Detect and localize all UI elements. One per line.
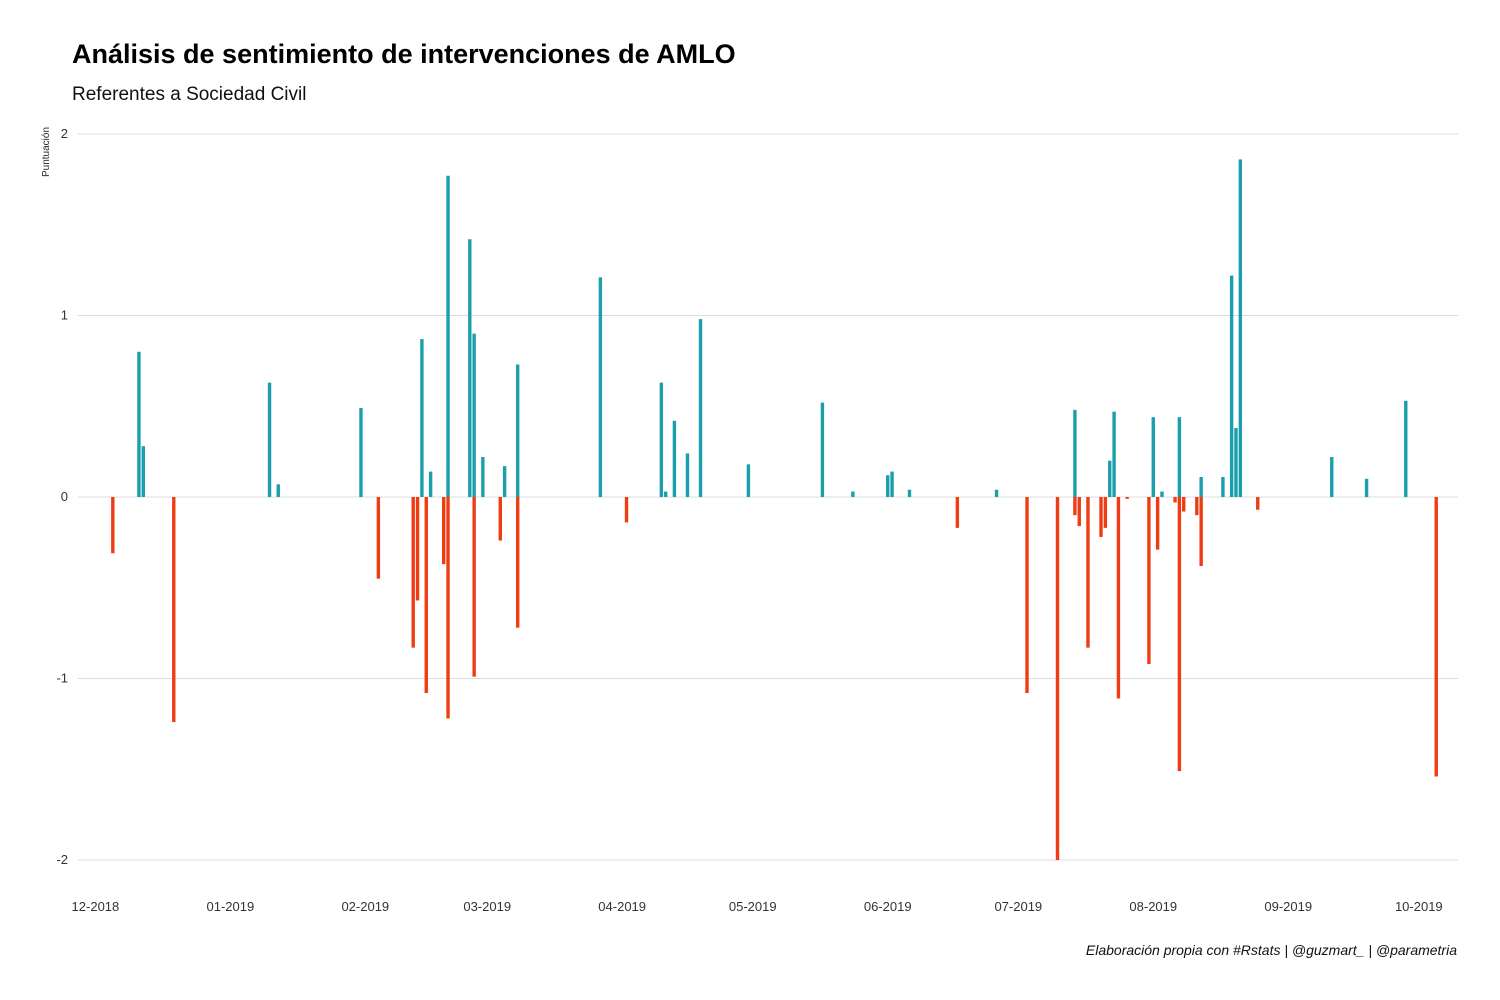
bar-positive	[1160, 491, 1164, 497]
bar-negative	[1077, 497, 1081, 527]
bar-positive	[267, 382, 272, 497]
bar-positive	[276, 484, 280, 497]
bar-positive	[746, 464, 751, 497]
bar-negative	[424, 497, 428, 694]
bar-positive	[1330, 457, 1334, 497]
bar-positive	[1238, 159, 1243, 497]
bar-negative	[1073, 497, 1077, 516]
bar-positive	[851, 491, 855, 497]
bar-negative	[624, 497, 629, 523]
bar-negative	[1195, 497, 1199, 516]
y-tick-label: -2	[56, 852, 68, 867]
y-tick-label: -1	[56, 671, 68, 686]
bar-positive	[468, 239, 472, 497]
bar-negative	[1434, 497, 1438, 777]
bar-negative	[411, 497, 415, 648]
bar-positive	[1177, 417, 1182, 497]
bar-negative	[1055, 497, 1060, 860]
bar-negative	[955, 497, 960, 528]
x-tick-label: 12-2018	[72, 899, 120, 914]
bar-negative	[415, 497, 420, 601]
bar-positive	[1404, 400, 1408, 497]
bar-negative	[515, 497, 520, 628]
y-axis-ticks: 2 1 0 -1 -2	[56, 126, 68, 867]
x-tick-label: 06-2019	[864, 899, 912, 914]
x-tick-label: 07-2019	[994, 899, 1042, 914]
bar-negative	[441, 497, 446, 565]
x-tick-label: 02-2019	[341, 899, 389, 914]
bar-positive	[698, 319, 703, 497]
bar-positive	[890, 471, 894, 497]
bar-positive	[1221, 477, 1225, 497]
x-tick-label: 09-2019	[1264, 899, 1312, 914]
bar-negative	[1025, 497, 1029, 694]
x-tick-label: 04-2019	[598, 899, 646, 914]
y-tick-label: 1	[61, 308, 68, 323]
bar-negative	[1182, 497, 1186, 512]
bar-negative	[1256, 497, 1260, 510]
y-axis-label: Puntuación	[41, 127, 52, 177]
bar-positive	[1073, 409, 1077, 497]
bar-positive	[598, 277, 603, 497]
bar-negative	[111, 497, 115, 554]
bar-positive	[472, 333, 476, 497]
bar-positive	[820, 402, 825, 497]
bar-positive	[1234, 428, 1238, 497]
bar-positive	[886, 475, 890, 497]
chart-subtitle: Referentes a Sociedad Civil	[72, 84, 306, 105]
y-tick-label: 0	[61, 489, 68, 504]
bar-positive	[672, 420, 677, 497]
bar-positive	[420, 339, 424, 497]
bar-positive	[137, 351, 141, 497]
bar-positive	[685, 453, 690, 497]
bar-negative	[1173, 497, 1177, 503]
bar-negative	[1125, 497, 1129, 499]
bar-negative	[1147, 497, 1151, 664]
bar-negative	[376, 497, 381, 579]
bar-positive	[446, 175, 450, 497]
bar-negative	[1103, 497, 1108, 528]
bar-negative	[1086, 497, 1090, 648]
bar-positive	[663, 491, 668, 497]
bar-positive	[1112, 411, 1116, 497]
x-tick-label: 01-2019	[207, 899, 255, 914]
bar-positive	[994, 489, 999, 497]
bar-positive	[502, 466, 507, 497]
gridlines	[78, 133, 1458, 861]
bar-negative	[1177, 497, 1182, 772]
x-tick-label: 03-2019	[463, 899, 511, 914]
bar-negative	[498, 497, 502, 541]
x-tick-label: 08-2019	[1129, 899, 1177, 914]
x-tick-label: 10-2019	[1395, 899, 1443, 914]
bar-positive	[1229, 275, 1234, 497]
bar-positive	[141, 446, 145, 497]
bar-negative	[1116, 497, 1121, 699]
bar-positive	[481, 457, 485, 497]
bar-positive	[515, 364, 520, 497]
bar-positive	[659, 382, 664, 497]
chart-title: Análisis de sentimiento de intervencione…	[72, 39, 736, 69]
bar-positive	[1151, 417, 1155, 497]
bar-positive	[907, 489, 912, 497]
bars	[111, 159, 1438, 860]
y-tick-label: 2	[61, 126, 68, 141]
bar-negative	[1155, 497, 1160, 550]
bar-negative	[446, 497, 450, 719]
bar-positive	[1108, 460, 1112, 497]
x-axis-ticks: 12-2018 01-2019 02-2019 03-2019 04-2019 05-20…	[72, 899, 1443, 914]
bar-negative	[1199, 497, 1203, 566]
bar-positive	[359, 408, 363, 497]
bar-negative	[472, 497, 476, 677]
bar-positive	[1199, 477, 1203, 497]
bar-positive	[428, 471, 433, 497]
bar-negative	[172, 497, 176, 723]
chart-caption: Elaboración propia con #Rstats | @guzmar…	[1086, 942, 1457, 958]
bar-positive	[1364, 478, 1369, 497]
x-tick-label: 05-2019	[729, 899, 777, 914]
bar-negative	[1099, 497, 1103, 537]
